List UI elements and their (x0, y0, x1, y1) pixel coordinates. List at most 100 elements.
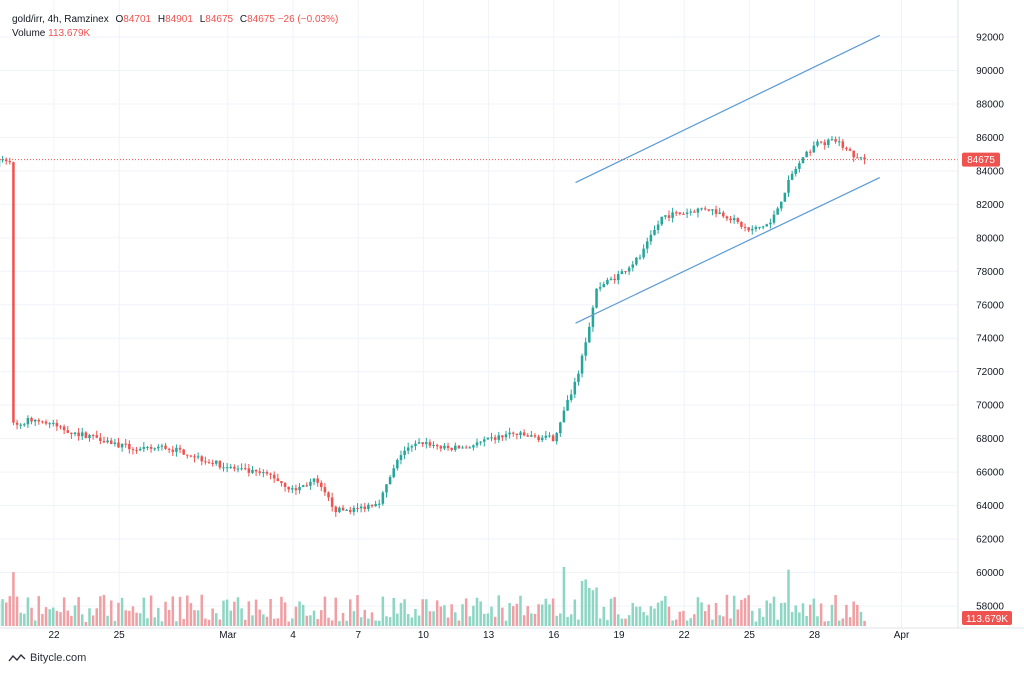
volume-bar (189, 603, 193, 626)
open-value: 84701 (123, 14, 152, 25)
y-tick-label: 64000 (976, 501, 1004, 512)
volume-bar (602, 606, 606, 626)
symbol-label: gold/irr, 4h, Ramzinex (12, 14, 109, 25)
volume-bar (649, 606, 653, 626)
volume-bar (667, 606, 671, 626)
volume-bar (225, 599, 229, 626)
candle-body (425, 442, 428, 445)
candle-body (863, 157, 866, 160)
candle-body (544, 435, 548, 438)
volume-bar (106, 615, 109, 626)
candle-body (214, 460, 218, 464)
volume-bar (808, 604, 812, 626)
candle-body (693, 211, 696, 213)
volume-bar (70, 615, 73, 626)
candle-body (696, 208, 700, 213)
x-tick-label: 19 (613, 630, 625, 641)
brand-name: Bitycle.com (30, 652, 87, 664)
volume-bar (41, 614, 44, 626)
volume-bar (33, 620, 37, 626)
candle-body (120, 443, 124, 448)
candle-body (240, 468, 243, 470)
candle-body (189, 455, 193, 457)
volume-bar (569, 614, 573, 626)
candle-body (403, 450, 406, 456)
x-tick-label: 7 (355, 630, 361, 641)
volume-bar (392, 597, 395, 626)
volume-bar (522, 615, 526, 626)
chart-legend: gold/irr, 4h, Ramzinex O84701 H84901 L84… (12, 13, 338, 41)
volume-bar (120, 597, 124, 626)
volume-bar (214, 613, 218, 626)
candle-body (783, 192, 787, 202)
volume-bar (37, 596, 41, 626)
candle-body (352, 507, 356, 512)
volume-bar (609, 598, 613, 626)
candle-body (555, 433, 558, 442)
volume-bar (703, 611, 707, 626)
candle-body (280, 481, 283, 484)
candle-body (211, 462, 214, 464)
candle-body (537, 436, 540, 440)
volume-bar (769, 603, 772, 626)
volume-bar (747, 595, 750, 626)
candle-body (522, 432, 526, 436)
candle-body (149, 446, 153, 449)
candle-body (153, 448, 156, 450)
price-axis: 58000 60000 62000 64000 66000 68000 70000 72000… (976, 33, 1004, 613)
candle-body (725, 216, 729, 219)
close-value: 84675 (247, 14, 275, 25)
candle-body (251, 469, 254, 473)
candle-body (486, 437, 490, 440)
candle-body (207, 462, 211, 464)
volume-bar (312, 610, 316, 626)
candle-body (301, 485, 305, 487)
volume-bar (294, 606, 298, 626)
candle-body (703, 208, 707, 210)
candle-body (316, 478, 319, 483)
volume-bar (660, 600, 664, 626)
volume-bar (816, 616, 819, 626)
y-tick-label: 92000 (976, 33, 1004, 44)
volume-bar (798, 612, 801, 626)
volume-bar (421, 599, 424, 626)
volume-bar (377, 620, 381, 626)
candle-body (859, 157, 863, 159)
candle-body (88, 435, 91, 439)
candle-body (588, 326, 591, 343)
candle-body (229, 466, 233, 468)
candle-body (128, 443, 131, 450)
candle-body (428, 442, 432, 446)
candle-body (146, 446, 149, 448)
svg-text:113.679K: 113.679K (966, 614, 1008, 625)
candle-body (15, 422, 19, 425)
y-tick-label: 66000 (976, 468, 1004, 479)
candle-body (736, 218, 740, 222)
channel-lower-line (575, 177, 881, 324)
candle-body (196, 456, 200, 458)
candle-body (819, 141, 823, 143)
volume-bar (247, 601, 251, 626)
candle-body (682, 213, 685, 215)
candle-body (624, 271, 627, 273)
candle-body (649, 234, 653, 242)
volume-bar (450, 604, 453, 626)
volume-bar (359, 617, 363, 626)
y-tick-label: 72000 (976, 367, 1004, 378)
volume-bar (725, 594, 729, 626)
volume-bar (736, 609, 740, 626)
candle-body (526, 435, 529, 437)
candle-body (823, 142, 826, 145)
volume-bar (84, 621, 88, 626)
volume-bar (678, 611, 682, 626)
volume-bar (207, 619, 211, 626)
candle-body (808, 151, 812, 153)
candle-body (812, 145, 816, 153)
volume-bar (66, 610, 70, 626)
volume-bar (138, 613, 142, 626)
candle-body (222, 467, 225, 469)
candle-body (175, 447, 178, 452)
volume-bar (645, 615, 649, 626)
candle-body (464, 447, 468, 449)
